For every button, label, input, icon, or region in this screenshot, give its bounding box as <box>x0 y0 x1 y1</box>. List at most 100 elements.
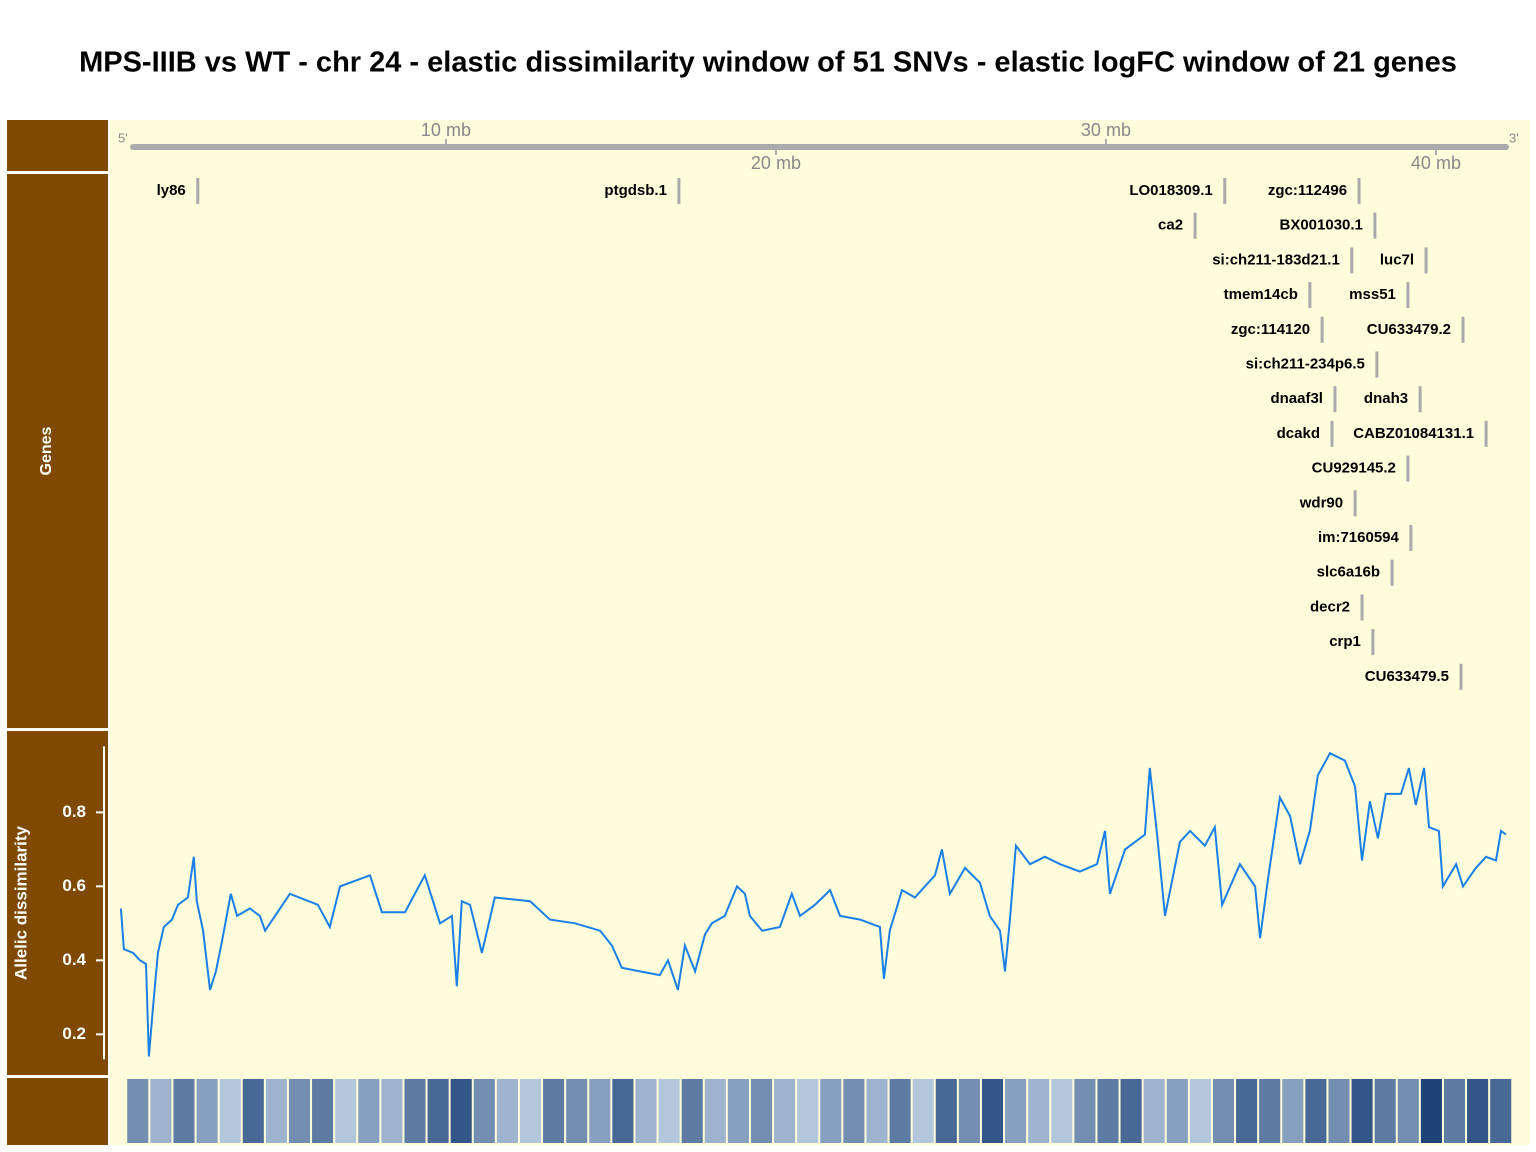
heatmap-cell <box>704 1079 726 1143</box>
heatmap-cell <box>1166 1079 1188 1143</box>
gene-label: zgc:114120 <box>1231 321 1310 338</box>
panel-axis <box>7 120 108 171</box>
heatmap-cell <box>1143 1079 1165 1143</box>
heatmap-cell <box>335 1079 357 1143</box>
gene-label: CU633479.2 <box>1367 321 1451 338</box>
heatmap-cell <box>496 1079 518 1143</box>
gene-label: LO018309.1 <box>1129 182 1212 199</box>
gene-label: zgc:112496 <box>1268 182 1347 199</box>
y-tick-label: 0.8 <box>62 802 86 821</box>
heatmap-cell <box>358 1079 380 1143</box>
heatmap-cell <box>958 1079 980 1143</box>
heatmap-cell <box>566 1079 588 1143</box>
gene-label: decr2 <box>1310 598 1350 615</box>
heatmap-cell <box>1443 1079 1466 1143</box>
gene-label: mss51 <box>1349 286 1396 303</box>
heatmap-cell <box>150 1079 172 1143</box>
y-tick-label: 0.2 <box>62 1024 86 1043</box>
heatmap-cell <box>450 1079 472 1143</box>
heatmap-cell <box>242 1079 264 1143</box>
gene-label: ly86 <box>157 182 186 199</box>
heatmap-cell <box>774 1079 796 1143</box>
gene-label: dnaaf3l <box>1270 390 1323 407</box>
panel-heatmap <box>7 1078 108 1145</box>
gene-label: im:7160594 <box>1318 529 1400 546</box>
gene-label: dcakd <box>1277 425 1320 442</box>
chart-title: MPS-IIIB vs WT - chr 24 - elastic dissim… <box>79 47 1457 79</box>
heatmap-cell <box>750 1079 773 1143</box>
heatmap-cell <box>912 1079 934 1143</box>
x-tick-label: 30 mb <box>1081 120 1131 140</box>
heatmap-cell <box>1328 1079 1350 1143</box>
heatmap-cell <box>635 1079 657 1143</box>
gene-label: ptgdsb.1 <box>604 182 667 199</box>
panel-genes <box>7 174 108 728</box>
axis-start-label: 5' <box>118 130 128 145</box>
heatmap-cell <box>312 1079 334 1143</box>
heatmap-cell <box>612 1079 634 1143</box>
y-axis-title: Allelic dissimilarity <box>11 825 30 980</box>
gene-label: si:ch211-183d21.1 <box>1212 251 1340 268</box>
gene-label: CU633479.5 <box>1365 668 1449 685</box>
heatmap-cell <box>797 1079 819 1143</box>
heatmap-cell <box>889 1079 911 1143</box>
heatmap-cell <box>1374 1079 1396 1143</box>
heatmap-cell <box>219 1079 241 1143</box>
heatmap-cell <box>1467 1079 1489 1143</box>
heatmap-cell <box>1120 1079 1142 1143</box>
heatmap-cell <box>1189 1079 1211 1143</box>
track-title: Genes <box>38 426 55 475</box>
x-tick-label: 40 mb <box>1411 153 1461 173</box>
gene-label: wdr90 <box>1299 494 1343 511</box>
axis-end-label: 3' <box>1509 130 1519 145</box>
heatmap-cell <box>196 1079 218 1143</box>
heatmap-cell <box>173 1079 195 1143</box>
panel-line <box>7 731 108 1075</box>
heatmap-cell <box>727 1079 749 1143</box>
heatmap-cell <box>1074 1079 1096 1143</box>
heatmap-cell <box>427 1079 449 1143</box>
y-tick-label: 0.4 <box>62 950 86 969</box>
x-tick-label: 20 mb <box>751 153 801 173</box>
heatmap-cell <box>589 1079 611 1143</box>
heatmap-cell <box>1005 1079 1027 1143</box>
heatmap-cell <box>1397 1079 1419 1143</box>
x-tick-label: 10 mb <box>421 120 471 140</box>
heatmap-cell <box>1051 1079 1073 1143</box>
heatmap-cell <box>381 1079 403 1143</box>
heatmap-cell <box>1236 1079 1258 1143</box>
data-line <box>119 751 1507 1057</box>
heatmap-cell <box>473 1079 495 1143</box>
heatmap-cell <box>1351 1079 1373 1143</box>
heatmap-cell <box>1028 1079 1050 1143</box>
gene-label: dnah3 <box>1364 390 1408 407</box>
gene-label: si:ch211-234p6.5 <box>1246 355 1365 372</box>
heatmap-cell <box>1282 1079 1304 1143</box>
heatmap-cell <box>1305 1079 1327 1143</box>
heatmap-cell <box>127 1079 149 1143</box>
heatmap-cell <box>820 1079 842 1143</box>
gene-label: BX001030.1 <box>1279 217 1362 234</box>
gene-label: CU929145.2 <box>1312 460 1396 477</box>
heatmap-cell <box>519 1079 542 1143</box>
heatmap-cell <box>935 1079 957 1143</box>
heatmap-cell <box>265 1079 287 1143</box>
heatmap-cell <box>981 1079 1004 1143</box>
gene-label: tmem14cb <box>1224 286 1298 303</box>
y-tick-label: 0.6 <box>62 876 86 895</box>
gene-label: crp1 <box>1329 633 1361 650</box>
heatmap-cell <box>1490 1079 1512 1143</box>
gene-label: luc7l <box>1380 251 1414 268</box>
heatmap-cell <box>1212 1079 1235 1143</box>
heatmap-cell <box>1420 1079 1442 1143</box>
gene-label: ca2 <box>1158 217 1183 234</box>
heatmap-cell <box>543 1079 565 1143</box>
gene-label: CABZ01084131.1 <box>1353 425 1474 442</box>
heatmap-cell <box>404 1079 426 1143</box>
heatmap-cell <box>288 1079 311 1143</box>
plot-area <box>110 120 1530 1145</box>
heatmap-cell <box>843 1079 865 1143</box>
heatmap-cell <box>866 1079 888 1143</box>
gene-label: slc6a16b <box>1317 564 1380 581</box>
